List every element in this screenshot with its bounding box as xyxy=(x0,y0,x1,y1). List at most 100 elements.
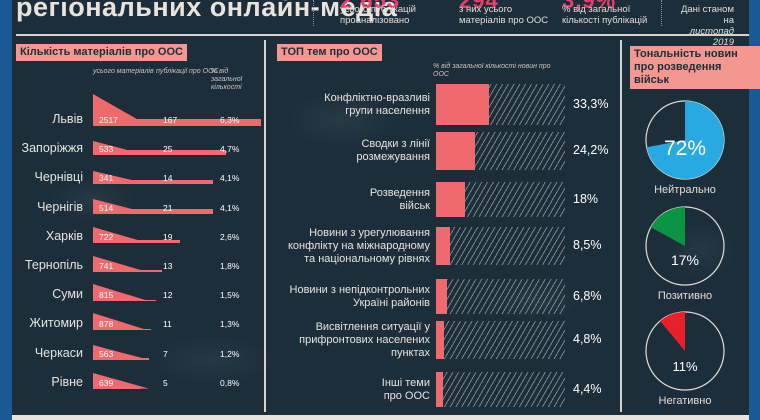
pie-slice xyxy=(660,312,685,351)
pct-value: 1,3% xyxy=(220,319,240,330)
oos-value: 7 xyxy=(163,348,168,359)
topic-label: Інші теми про ООС xyxy=(381,376,430,402)
topic-track xyxy=(436,227,565,265)
topics-panel-title: ТОП тем про ООС xyxy=(277,44,382,61)
city-name: Львів xyxy=(52,112,83,126)
oos-value: 25 xyxy=(163,144,173,155)
stat-oos-value: 294 xyxy=(459,0,499,13)
pie-slice xyxy=(646,101,724,179)
topic-row: Висвітлення ситуації у прифронтових насе… xyxy=(268,321,613,359)
materials-panel-title: Кількість матеріалів про ООС xyxy=(16,44,187,61)
pie-percent: 17% xyxy=(670,252,700,268)
city-name: Запоріжжя xyxy=(21,141,83,156)
topic-bar xyxy=(436,182,465,217)
topic-row: Сводки з лінії розмежування 24,2% xyxy=(268,132,613,170)
total-value: 722 xyxy=(99,231,114,242)
share-strip xyxy=(93,328,152,331)
city-name: Тернопіль xyxy=(24,258,83,272)
stat-share-value: 3,9% xyxy=(562,0,617,13)
pie-slice xyxy=(650,207,685,246)
pct-value: 4,7% xyxy=(220,144,240,155)
page-title: регіональних онлайн-медіа xyxy=(16,0,398,22)
pie-1: 72% xyxy=(645,100,725,180)
pct-value: 1,8% xyxy=(220,261,240,271)
pie-label: Негативно xyxy=(658,395,712,407)
stat-share-label: % від загальної кількості публікацій xyxy=(562,4,648,26)
topic-row: Інші теми про ООС 4,4% xyxy=(268,372,613,407)
topic-value: 6,8% xyxy=(573,288,602,303)
panel-divider xyxy=(264,40,266,412)
stat-total-value: 2 653 xyxy=(340,0,401,13)
pie-label: Позитивно xyxy=(657,290,713,302)
panel-divider xyxy=(620,40,622,412)
share-strip xyxy=(93,209,213,214)
total-value: 533 xyxy=(99,144,114,155)
oos-value: 11 xyxy=(163,319,172,330)
share-strip xyxy=(93,299,156,302)
table-row: Чернівці 341 14 4,1% xyxy=(0,154,265,185)
oos-value: 21 xyxy=(163,202,173,213)
city-name: Житомир xyxy=(29,316,83,331)
share-strip xyxy=(93,358,150,360)
pie-percent: 72% xyxy=(663,137,707,160)
date-note: Дані станом на листопад 2019 xyxy=(668,4,734,48)
total-value: 815 xyxy=(99,290,114,301)
title-divider xyxy=(16,34,749,36)
col-header-total: усього матеріалів xyxy=(93,68,154,75)
oos-value: 5 xyxy=(163,377,168,388)
table-row: Рівне 639 5 0,8% xyxy=(0,359,265,389)
total-triangle xyxy=(93,94,149,126)
topic-value: 24,2% xyxy=(573,143,609,157)
topic-bar xyxy=(436,132,475,170)
oos-value: 167 xyxy=(163,115,178,125)
topic-row: Новини з непідконтрольних Україні районі… xyxy=(268,279,613,314)
city-name: Суми xyxy=(52,287,83,302)
total-value: 741 xyxy=(99,261,114,271)
total-value: 2517 xyxy=(99,115,118,125)
tonality-panel-title: Тональність новин про розведення військ xyxy=(630,46,760,89)
oos-value: 12 xyxy=(163,290,173,301)
total-triangle xyxy=(93,284,149,302)
share-strip xyxy=(93,387,141,389)
table-row: Суми 815 12 1,5% xyxy=(0,271,265,302)
date-value: листопад 2019 xyxy=(689,26,734,48)
table-row: Житомир 878 11 1,3% xyxy=(0,300,265,331)
share-strip xyxy=(93,270,163,272)
total-value: 514 xyxy=(99,202,114,213)
table-row: Львів 2517 167 6,3% xyxy=(0,94,265,126)
topic-bar xyxy=(436,84,489,125)
table-row: Чернігів 514 21 4,1% xyxy=(0,184,265,214)
pie-3: 11% xyxy=(645,311,725,391)
pie-2: 17% xyxy=(645,206,725,286)
pct-value: 0,8% xyxy=(220,377,240,388)
topic-value: 8,5% xyxy=(573,238,602,252)
topics-subtitle: % від загальної кількості новин про ООС xyxy=(433,63,551,78)
table-row: Тернопіль 741 13 1,8% xyxy=(0,242,265,272)
pct-value: 1,5% xyxy=(220,290,240,301)
city-name: Черкаси xyxy=(34,345,83,360)
total-value: 563 xyxy=(99,348,114,359)
topic-bar xyxy=(436,227,450,265)
topic-label: Новини з урегулювання конфлікту на міжна… xyxy=(287,226,430,265)
table-row: Черкаси 563 7 1,2% xyxy=(0,330,265,360)
oos-value: 19 xyxy=(163,231,173,242)
total-triangle xyxy=(93,373,149,389)
stat-total-label: усього публікацій проаналізовано xyxy=(340,4,416,26)
city-name: Рівне xyxy=(51,374,83,389)
topic-row: Конфліктно-вразливі групи населення 33,3… xyxy=(268,84,613,125)
infographic-frame xyxy=(12,0,749,420)
topic-value: 4,8% xyxy=(573,332,602,346)
pie-percent: 11% xyxy=(672,359,698,374)
total-value: 639 xyxy=(99,377,114,388)
city-name: Чернівці xyxy=(34,170,84,185)
topic-label: Новини з непідконтрольних Україні районі… xyxy=(289,283,430,309)
topic-label: Розведення військ xyxy=(369,186,430,212)
col-header-pct: % від загальної кількості xyxy=(211,68,243,91)
table-row: Харків 722 19 2,6% xyxy=(0,213,265,243)
pct-value: 4,1% xyxy=(220,173,240,184)
topic-label: Сводки з лінії розмежування xyxy=(356,138,430,163)
topic-label: Конфліктно-вразливі групи населення xyxy=(324,91,430,117)
pct-value: 6,3% xyxy=(220,115,240,125)
topic-value: 4,4% xyxy=(573,381,602,396)
total-triangle xyxy=(93,312,149,331)
